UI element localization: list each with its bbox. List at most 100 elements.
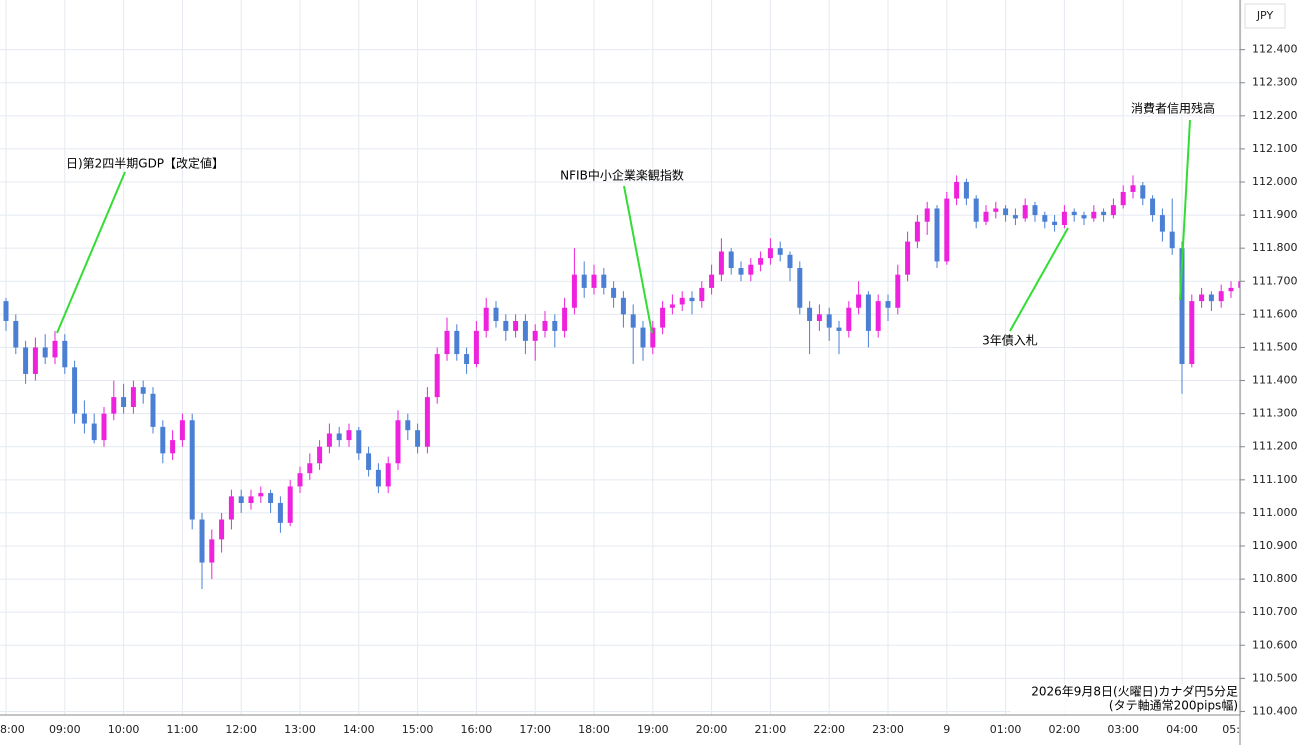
candle-body — [748, 264, 754, 275]
candle-body — [1150, 198, 1156, 216]
y-tick-label: 111.600 — [1252, 307, 1298, 320]
candle-body — [787, 254, 793, 269]
candle-body — [336, 433, 342, 441]
candle-body — [62, 340, 68, 368]
caption: 2026年9月8日(火曜日)カナダ円5分足 — [1031, 684, 1238, 699]
y-tick-label: 112.200 — [1252, 109, 1298, 122]
candle-body — [1228, 287, 1234, 292]
candle-body — [42, 347, 48, 358]
candle-body — [856, 294, 862, 308]
candle-body — [699, 287, 705, 302]
x-tick-label: 8:00 — [0, 723, 25, 736]
candle-body — [424, 397, 430, 447]
candle-body — [973, 198, 979, 222]
x-tick-label: 12:00 — [225, 723, 257, 736]
candle-body — [954, 182, 960, 199]
candle-body — [52, 340, 58, 358]
candle-body — [1169, 231, 1175, 249]
x-tick-label: 02:00 — [1049, 723, 1081, 736]
candle-body — [895, 274, 901, 308]
candle-body — [1179, 248, 1185, 364]
candle-body — [91, 423, 97, 441]
x-tick-label: 14:00 — [343, 723, 375, 736]
candle-body — [1130, 185, 1136, 192]
candle-body — [150, 393, 156, 427]
candle-body — [944, 198, 950, 262]
x-tick-label: 13:00 — [284, 723, 316, 736]
candle-body — [905, 241, 911, 275]
candle-body — [160, 426, 166, 454]
candle-body — [1110, 205, 1116, 216]
x-tick-label: 11:00 — [167, 723, 199, 736]
x-tick-label: 15:00 — [402, 723, 434, 736]
candle-body — [1081, 215, 1087, 219]
candle-body — [23, 347, 29, 374]
candle-body — [601, 274, 607, 288]
candle-body — [542, 320, 548, 331]
candle-body — [101, 413, 107, 441]
candle-body — [816, 314, 822, 321]
candle-body — [81, 413, 87, 424]
y-tick-label: 111.100 — [1252, 473, 1298, 486]
candle-body — [395, 420, 401, 464]
y-tick-label: 110.900 — [1252, 539, 1298, 552]
annotation: 消費者信用残高 — [1131, 101, 1215, 116]
candle-body — [660, 307, 666, 328]
candle-body — [552, 320, 558, 331]
candle-body — [846, 307, 852, 331]
candle-body — [1052, 221, 1058, 226]
annotation-line — [1009, 227, 1069, 332]
candle-body — [1159, 215, 1165, 232]
candle-body — [630, 314, 636, 328]
candle-body — [1022, 205, 1028, 219]
candle-body — [130, 387, 136, 408]
y-tick-label: 111.700 — [1252, 274, 1298, 287]
y-tick-label: 111.900 — [1252, 208, 1298, 221]
candle-body — [3, 301, 9, 321]
x-tick-label: 23:00 — [872, 723, 904, 736]
candle-body — [532, 330, 538, 341]
candle-body — [317, 446, 323, 464]
candle-body — [709, 274, 715, 288]
candle-body — [571, 274, 577, 308]
candle-body — [807, 307, 813, 321]
currency-label: JPY — [1256, 9, 1274, 22]
annotation-line — [1179, 119, 1191, 301]
candle-body — [297, 473, 303, 487]
candle-body — [689, 297, 695, 302]
candle-body — [836, 327, 842, 331]
candle-body — [483, 307, 489, 331]
candle-body — [287, 486, 293, 523]
candle-body — [993, 208, 999, 212]
candle-body — [826, 314, 832, 328]
candle-body — [522, 320, 528, 341]
x-tick-label: 17:00 — [519, 723, 551, 736]
candle-body — [620, 297, 626, 315]
x-tick-label: 21:00 — [755, 723, 787, 736]
candle-body — [865, 294, 871, 331]
candle-body — [444, 330, 450, 355]
candle-body — [983, 211, 989, 222]
candle-body — [434, 354, 440, 398]
candle-body — [258, 493, 264, 497]
candle-body — [777, 248, 783, 255]
candle-body — [356, 430, 362, 454]
candle-body — [228, 496, 234, 520]
y-tick-label: 110.700 — [1252, 605, 1298, 618]
candle-body — [1218, 291, 1224, 302]
candle-body — [111, 397, 117, 414]
candle-body — [13, 320, 19, 348]
candle-body — [1189, 301, 1195, 364]
annotation: NFIB中小企業楽観指数 — [560, 168, 684, 183]
candle-body — [238, 496, 244, 503]
y-tick-label: 111.200 — [1252, 440, 1298, 453]
candle-body — [326, 433, 332, 447]
candle-body — [277, 502, 283, 523]
candle-body — [1061, 211, 1067, 226]
y-tick-label: 111.000 — [1252, 506, 1298, 519]
candle-body — [121, 397, 127, 408]
candle-body — [1012, 215, 1018, 219]
candle-body — [1208, 294, 1214, 302]
candle-body — [170, 440, 176, 454]
